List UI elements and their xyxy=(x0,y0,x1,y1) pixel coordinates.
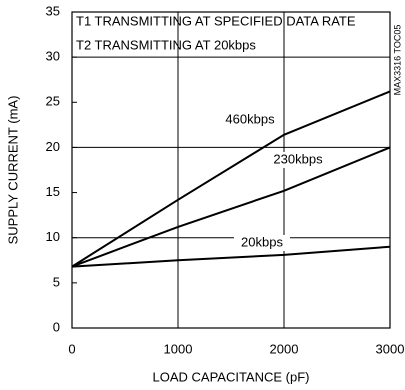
x-tick-label: 1000 xyxy=(164,341,193,356)
label-bg xyxy=(222,112,278,128)
annotation: T2 TRANSMITTING AT 20kbps xyxy=(76,37,256,52)
data-line xyxy=(71,90,391,268)
label-bg xyxy=(234,235,290,251)
annotation: T1 TRANSMITTING AT SPECIFIED DATA RATE xyxy=(76,13,356,28)
y-tick-label: 5 xyxy=(53,274,60,289)
x-tick-label: 0 xyxy=(68,341,75,356)
series-label: 20kbps xyxy=(241,234,283,249)
data-line xyxy=(71,146,391,268)
y-tick-label: 30 xyxy=(46,49,60,64)
x-tick-label: 2000 xyxy=(270,341,299,356)
y-tick-label: 15 xyxy=(46,184,60,199)
plot-frame xyxy=(71,11,391,329)
data-line xyxy=(71,245,391,268)
x-axis-label: LOAD CAPACITANCE (pF) xyxy=(153,369,310,384)
y-tick-label: 25 xyxy=(46,94,60,109)
y-axis-label: SUPPLY CURRENT (mA) xyxy=(5,96,20,245)
series-label: 460kbps xyxy=(225,111,275,126)
x-tick-label: 3000 xyxy=(376,341,405,356)
y-tick-label: 20 xyxy=(46,139,60,154)
y-tick-label: 35 xyxy=(46,3,60,18)
y-tick-label: 10 xyxy=(46,229,60,244)
y-tick-label: 0 xyxy=(53,319,60,334)
annotation: MAX3316 TOC05 xyxy=(392,25,402,96)
label-bg xyxy=(270,152,326,168)
series-label: 230kbps xyxy=(273,151,323,166)
